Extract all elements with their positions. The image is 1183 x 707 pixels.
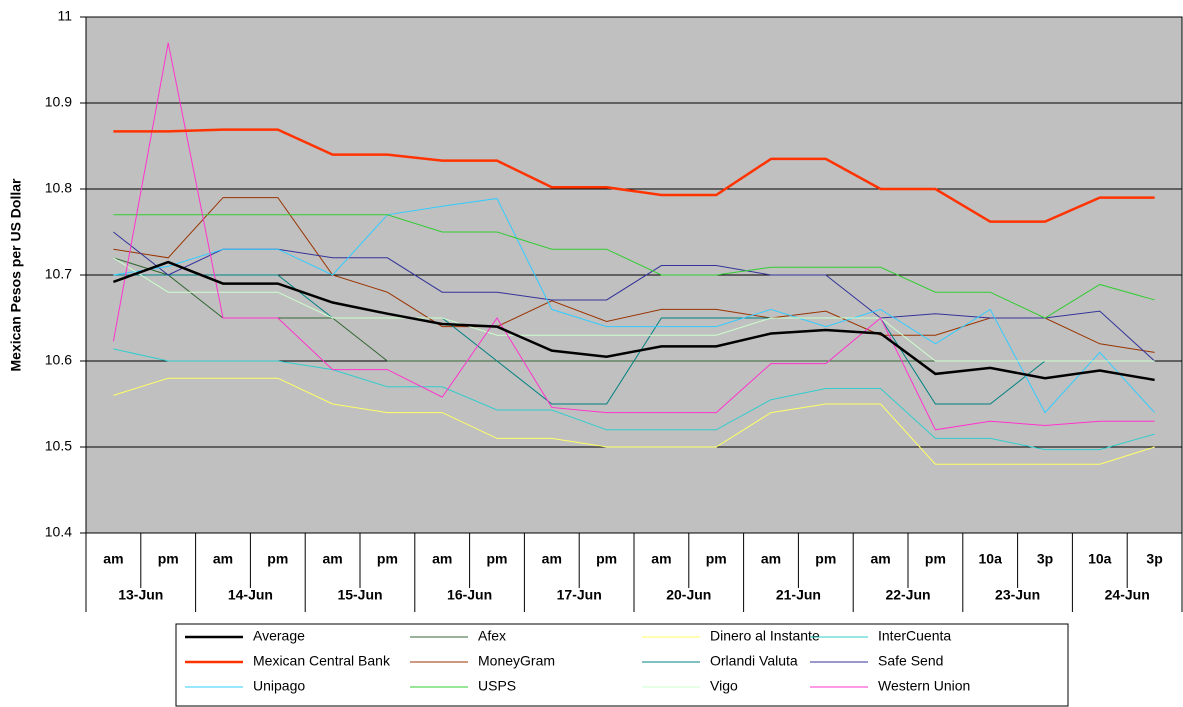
x-tick-label: pm [925,551,946,567]
x-tick-label: am [761,551,781,567]
x-tick-label: 10a [1088,551,1112,567]
x-tick-label: am [322,551,342,567]
x-tick-label: am [432,551,452,567]
series-line [113,377,1155,465]
legend-label: Unipago [253,678,305,694]
legend-label: Average [253,628,305,644]
x-group-label: 15-Jun [337,587,382,603]
x-tick-label: am [103,551,123,567]
series-line [113,231,1155,362]
y-tick-label: 10.5 [45,438,72,454]
legend-label: Mexican Central Bank [253,653,391,669]
x-tick-label: am [651,551,671,567]
legend-label: InterCuenta [878,628,951,644]
series-line [113,257,1155,362]
x-tick-label: am [542,551,562,567]
x-group-label: 16-Jun [447,587,492,603]
x-tick-label: am [213,551,233,567]
x-tick-label: 3p [1146,551,1162,567]
x-group-label: 13-Jun [118,587,163,603]
x-tick-label: pm [377,551,398,567]
x-group-label: 22-Jun [885,587,930,603]
x-group-label: 20-Jun [666,587,711,603]
legend-label: USPS [478,678,516,694]
x-group-label: 14-Jun [228,587,273,603]
legend-label: Orlandi Valuta [710,653,798,669]
legend-label: Vigo [710,678,738,694]
legend-label: MoneyGram [478,653,555,669]
y-axis-label: Mexican Pesos per US Dollar [8,178,24,372]
y-tick-label: 10.4 [45,524,72,540]
legend [175,623,1069,707]
series-line [113,348,1155,451]
x-group-label: 17-Jun [557,587,602,603]
legend-label: Dinero al Instante [710,628,820,644]
y-tick-label: 10.9 [45,94,72,110]
x-tick-label: am [870,551,890,567]
y-tick-label: 10.6 [45,352,72,368]
x-tick-label: pm [267,551,288,567]
x-group-label: 23-Jun [995,587,1040,603]
series-line [113,274,1155,405]
legend-label: Afex [478,628,506,644]
series-line [113,128,1155,223]
series-line [113,197,1155,353]
x-tick-label: pm [706,551,727,567]
x-group-label: 24-Jun [1105,587,1150,603]
x-tick-label: pm [596,551,617,567]
x-group-label: 21-Jun [776,587,821,603]
series-line [112,42,1155,431]
x-tick-label: pm [815,551,836,567]
y-tick-label: 11 [57,8,72,24]
y-tick-label: 10.8 [45,180,72,196]
y-tick-label: 10.7 [45,266,72,282]
series-line [113,197,1155,414]
x-tick-label: pm [487,551,508,567]
x-tick-label: pm [158,551,179,567]
x-tick-label: 3p [1037,551,1053,567]
series-line [112,260,1155,382]
x-tick-label: 10a [979,551,1003,567]
legend-label: Western Union [878,678,970,694]
series-line [113,214,1155,319]
legend-label: Safe Send [878,653,943,669]
